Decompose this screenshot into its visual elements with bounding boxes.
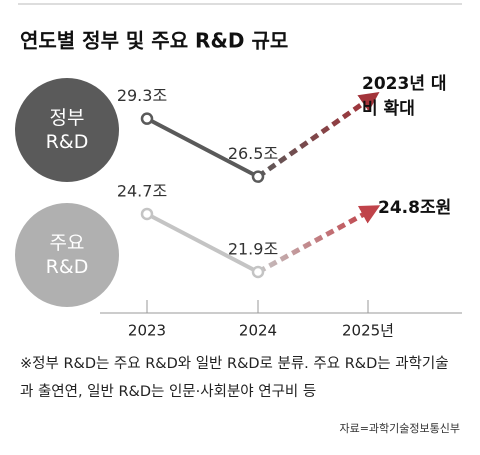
data-label: 26.5조 xyxy=(228,144,278,163)
point xyxy=(140,112,154,125)
x-tick-label: 2024 xyxy=(239,322,277,340)
x-tick-label: 2025년 xyxy=(342,322,394,340)
series-line xyxy=(146,212,259,274)
forecast-arrow xyxy=(256,91,380,179)
data-label: 24.8조원 xyxy=(378,198,451,218)
footnote: ※정부 R&D는 주요 R&D와 일반 R&D로 분류. 주요 R&D는 과학기… xyxy=(20,356,449,400)
chart-title: 연도별 정부 및 주요 R&D 규모 xyxy=(20,29,288,53)
x-tick-label: 2023 xyxy=(128,322,166,340)
point xyxy=(140,207,154,221)
source: 자료=과학기술정보통신부 xyxy=(339,422,460,435)
series-badge xyxy=(15,203,119,307)
series-badge xyxy=(15,78,119,182)
legend-label: 주요 R&D xyxy=(45,232,89,278)
data-label: 29.3조 xyxy=(117,86,167,105)
data-label: 21.9조 xyxy=(228,240,278,259)
forecast-arrow xyxy=(256,205,381,275)
annotation: 2023년 대비 확대 xyxy=(362,74,447,119)
series-line xyxy=(146,116,259,179)
point xyxy=(251,265,265,279)
data-label: 24.7조 xyxy=(117,181,167,200)
point xyxy=(251,170,265,183)
legend-label: 정부 R&D xyxy=(45,107,89,153)
